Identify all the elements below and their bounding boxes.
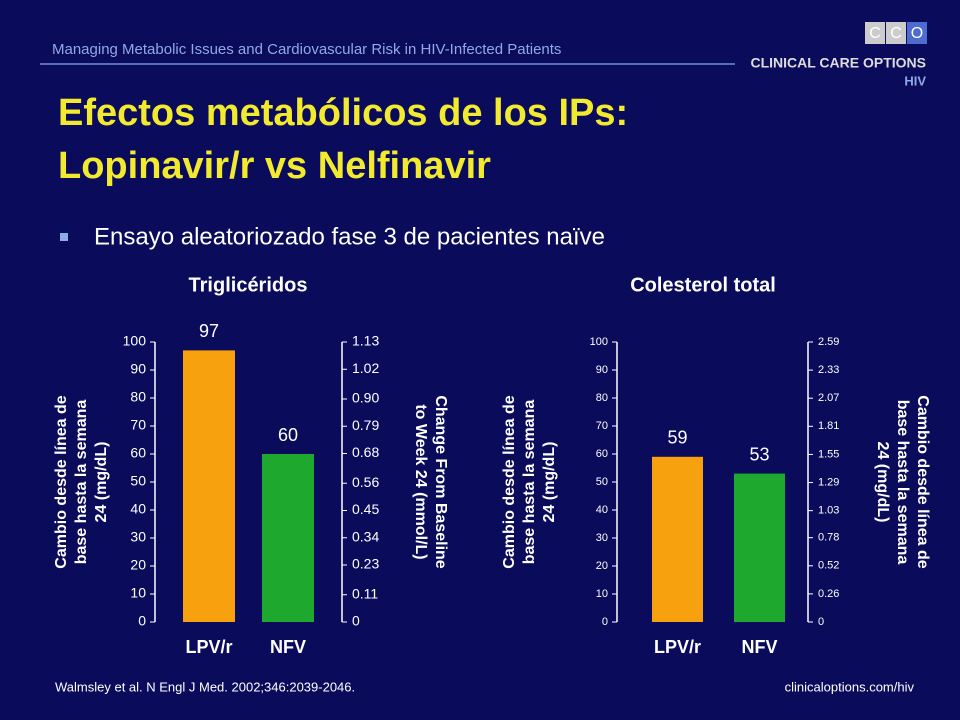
y-axis-label: 24 (mg/dL) [93,442,110,523]
y-tick-label: 0 [602,616,608,628]
y2-tick-label: 0.34 [352,528,379,544]
logo-box [907,22,927,44]
logo-letter: C [869,25,881,42]
logo-letter: O [911,25,923,42]
y-tick-label: 70 [596,420,608,432]
y2-tick-label: 0 [818,616,824,628]
citation: Walmsley et al. N Engl J Med. 2002;346:2… [55,679,355,694]
bar [734,473,785,622]
y2-tick-label: 0.26 [818,588,839,600]
y2-tick-label: 0.56 [352,474,379,490]
chart-title: Colesterol total [630,274,776,296]
y-tick-label: 90 [130,361,146,377]
url: clinicaloptions.com/hiv [785,679,915,694]
y-axis-label: base hasta la semana [521,400,538,565]
y2-tick-label: 1.81 [818,420,839,432]
y2-tick-label: 0.79 [352,417,379,433]
y-tick-label: 30 [596,532,608,544]
x-tick-label: NFV [270,637,306,657]
y2-tick-label: 1.55 [818,448,839,460]
y-tick-label: 90 [596,364,608,376]
y-tick-label: 70 [130,417,146,433]
y-tick-label: 0 [138,613,146,629]
logo-sub: HIV [904,73,926,88]
y2-axis-label: base hasta la semana [894,400,911,565]
bar-value-label: 59 [667,428,687,448]
y-tick-label: 10 [130,585,146,601]
logo-name: CLINICAL CARE OPTIONS [750,55,926,71]
y2-tick-label: 1.03 [818,505,839,517]
y2-axis-label: Change From Baseline [432,395,449,568]
y2-tick-label: 0 [352,613,360,629]
title-line: Efectos metabólicos de los IPs: [58,92,628,134]
x-tick-label: LPV/r [654,637,701,657]
bar-value-label: 53 [749,444,769,464]
title-line: Lopinavir/r vs Nelfinavir [58,145,491,187]
y2-tick-label: 0.90 [352,390,379,406]
bar [183,350,235,622]
y2-tick-label: 1.29 [818,476,839,488]
y-tick-label: 40 [130,501,146,517]
y2-tick-label: 1.02 [352,360,379,376]
bar [652,456,703,622]
bullet: Ensayo aleatoriozado fase 3 de pacientes… [94,223,605,250]
header: Managing Metabolic Issues and Cardiovasc… [52,41,561,58]
y-tick-label: 100 [590,336,608,348]
bullet-marker [60,233,68,241]
y2-axis-label: to Week 24 (mmol/L) [412,404,429,559]
y-tick-label: 40 [596,504,608,516]
y2-axis-label: 24 (mg/dL) [874,442,891,523]
y-tick-label: 20 [130,557,146,573]
y-axis-label: base hasta la semana [73,400,90,565]
y2-tick-label: 2.59 [818,336,839,348]
y-tick-label: 60 [130,445,146,461]
logo-box [886,22,906,44]
y-axis-label: Cambio desde línea de [501,395,518,568]
y2-tick-label: 1.13 [352,333,379,349]
y-tick-label: 80 [130,389,146,405]
y-tick-label: 100 [123,333,147,349]
y-axis-label: Cambio desde línea de [53,395,70,568]
y2-tick-label: 0.52 [818,560,839,572]
logo: C C O CLINICAL CARE OPTIONS HIV [750,22,927,88]
bar [262,454,314,622]
y2-tick-label: 0.68 [352,444,379,460]
logo-letter: C [890,25,902,42]
y-tick-label: 20 [596,560,608,572]
y2-tick-label: 0.11 [352,585,378,601]
y2-tick-label: 0.45 [352,501,379,517]
y-tick-label: 10 [596,588,608,600]
x-tick-label: NFV [742,637,778,657]
y2-tick-label: 2.07 [818,392,839,404]
y-tick-label: 50 [130,473,146,489]
logo-box [865,22,885,44]
bar-value-label: 60 [278,425,298,445]
y2-tick-label: 0.23 [352,556,379,572]
y-tick-label: 80 [596,392,608,404]
y-tick-label: 50 [596,476,608,488]
y2-tick-label: 0.78 [818,532,839,544]
y-tick-label: 30 [130,529,146,545]
chart-title: Triglicéridos [189,274,308,296]
bar-value-label: 97 [199,321,219,341]
y2-tick-label: 2.33 [818,364,839,376]
y-tick-label: 60 [596,448,608,460]
x-tick-label: LPV/r [185,637,232,657]
y2-axis-label: Cambio desde línea de [914,395,931,568]
y-axis-label: 24 (mg/dL) [541,442,558,523]
